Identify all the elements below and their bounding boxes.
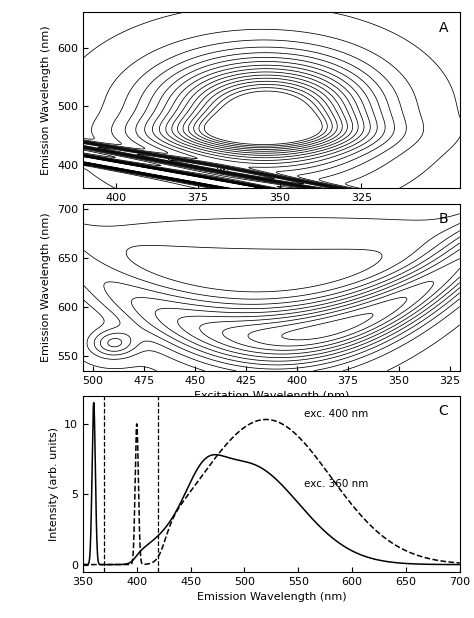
X-axis label: Excitation Wavelength (nm): Excitation Wavelength (nm): [194, 391, 349, 401]
Text: C: C: [439, 404, 448, 418]
Y-axis label: Emission Wavelength (nm): Emission Wavelength (nm): [41, 25, 51, 176]
Text: A: A: [439, 21, 448, 35]
Text: exc. 360 nm: exc. 360 nm: [304, 479, 368, 489]
Text: B: B: [439, 213, 448, 226]
Y-axis label: Emission Wavelength (nm): Emission Wavelength (nm): [41, 213, 51, 362]
X-axis label: Emission Wavelength (nm): Emission Wavelength (nm): [197, 592, 346, 602]
Text: exc. 400 nm: exc. 400 nm: [304, 408, 368, 418]
Y-axis label: Intensity (arb. units): Intensity (arb. units): [48, 426, 58, 541]
